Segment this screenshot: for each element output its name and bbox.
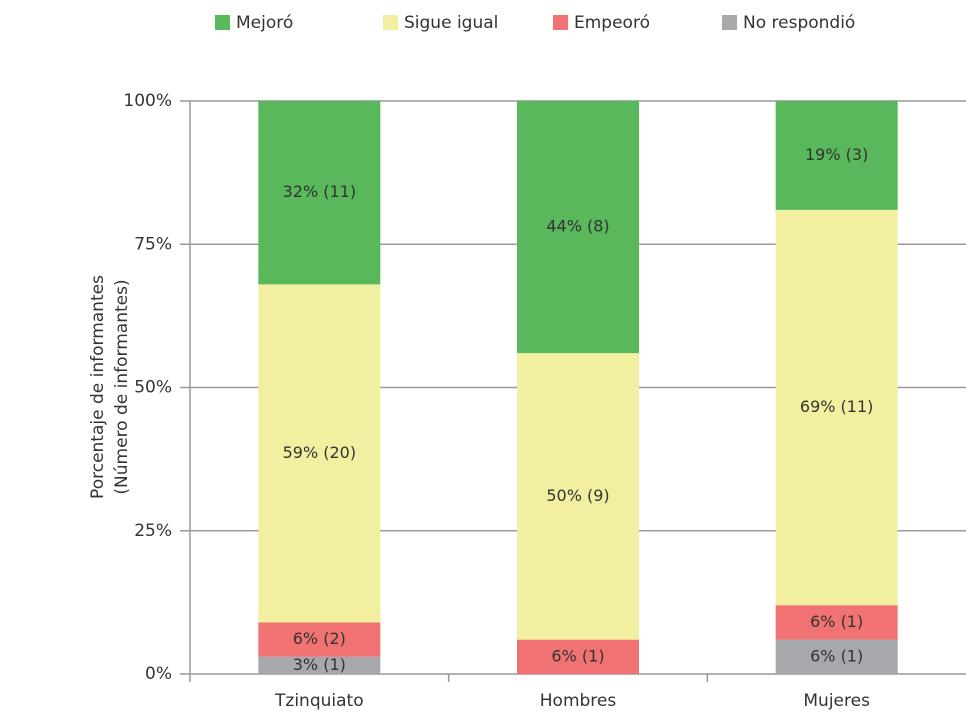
data-label: 3% (1): [293, 655, 346, 674]
legend-label: Empeoró: [574, 13, 650, 33]
bar-segment: [517, 353, 639, 640]
x-tick-label: Hombres: [540, 691, 617, 711]
y-tick-label: 75%: [134, 234, 172, 254]
bar-segment: [258, 101, 381, 285]
data-label: 44% (8): [546, 217, 609, 236]
y-axis-label: Porcentaje de informantes: [88, 275, 108, 499]
data-label: 59% (20): [283, 443, 357, 462]
y-axis-label: (Número de informantes): [112, 279, 132, 494]
bar-segment: [258, 622, 381, 657]
legend-swatch: [383, 15, 398, 30]
bar-segment: [775, 209, 898, 606]
y-tick-label: 100%: [123, 91, 172, 111]
bar-segment: [775, 639, 898, 674]
y-tick-label: 25%: [134, 521, 172, 541]
legend-label: Sigue igual: [404, 13, 498, 33]
bar-segment: [775, 605, 898, 640]
y-tick-label: 50%: [134, 378, 172, 398]
bar-segment: [258, 656, 381, 674]
data-label: 32% (11): [283, 182, 357, 201]
data-label: 50% (9): [546, 486, 609, 505]
legend-swatch: [722, 15, 737, 30]
legend-swatch: [215, 15, 230, 30]
bar-segment: [775, 101, 898, 210]
bar-segment: [517, 101, 639, 354]
x-tick-label: Mujeres: [803, 691, 870, 711]
bar-segment: [517, 639, 639, 674]
legend-swatch: [553, 15, 568, 30]
data-label: 69% (11): [800, 397, 874, 416]
y-tick-label: 0%: [145, 664, 172, 684]
data-label: 6% (1): [551, 646, 604, 665]
legend-label: Mejoró: [236, 13, 293, 33]
data-label: 6% (1): [810, 646, 863, 665]
legend-label: No respondió: [743, 13, 855, 33]
x-tick-label: Tzinquiato: [274, 691, 364, 711]
data-label: 6% (2): [293, 629, 346, 648]
data-label: 19% (3): [805, 145, 868, 164]
bar-segment: [258, 284, 381, 623]
data-label: 6% (1): [810, 612, 863, 631]
